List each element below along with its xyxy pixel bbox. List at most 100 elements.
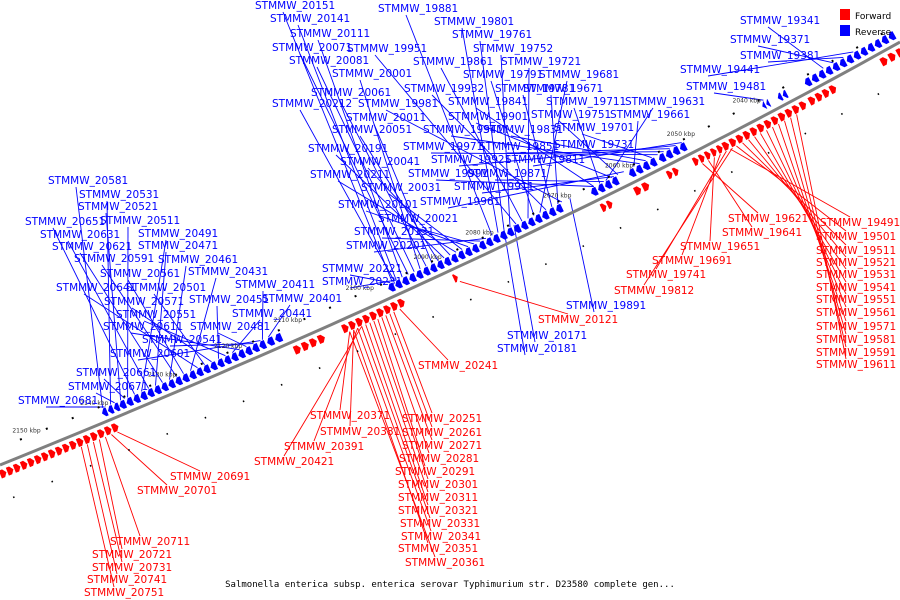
gene-label: STMMW_20311 <box>398 492 478 504</box>
gene-label: STMMW_19812 <box>614 285 694 297</box>
gene-label: STMMW_20571 <box>104 296 184 308</box>
gene-label: STMMW_19481 <box>686 81 766 93</box>
label-leader-line <box>510 135 646 162</box>
forward-gene-arrow <box>103 426 112 436</box>
gene-label: STMMW_19371 <box>730 34 810 46</box>
reverse-gene-arrow <box>643 161 651 171</box>
forward-gene-arrow <box>633 186 642 196</box>
forward-gene-arrow <box>12 463 21 473</box>
gene-label: STMMW_20321 <box>398 505 478 517</box>
forward-gene-arrow <box>355 317 363 327</box>
gene-label: STMMW_19871 <box>467 168 547 180</box>
forward-gene-arrow <box>75 437 84 447</box>
forward-gene-arrow <box>814 92 823 102</box>
label-leader-line <box>95 392 115 404</box>
label-leader-line <box>389 313 433 428</box>
forward-gene-arrow <box>292 345 301 355</box>
reverse-gene-arrow <box>777 92 784 101</box>
gene-label: STMMW_20741 <box>87 574 167 586</box>
label-leader-line <box>373 320 429 480</box>
label-leader-line <box>447 171 624 209</box>
reverse-gene-arrow <box>839 58 848 68</box>
gene-label: STMMW_19831 <box>483 124 563 136</box>
gene-label: STMMW_20601 <box>110 348 190 360</box>
gene-label: STMMW_20461 <box>158 254 238 266</box>
gene-label: STMMW_20271 <box>402 440 482 452</box>
gene-label: STMMW_20441 <box>232 308 312 320</box>
label-leader-line <box>778 123 847 322</box>
reverse-gene-arrow <box>126 396 135 406</box>
gene-label: STMMW_20221 <box>322 263 402 275</box>
gene-label: STMMW_20611 <box>103 321 183 333</box>
forward-gene-arrow <box>691 157 699 166</box>
reverse-gene-arrow <box>636 164 644 174</box>
reverse-gene-arrow <box>853 50 862 60</box>
forward-gene-arrow <box>40 452 49 462</box>
label-leader-line <box>713 92 764 101</box>
scale-tick-label: 2040 kbp <box>733 97 761 104</box>
label-leader-line <box>760 133 847 283</box>
reverse-gene-arrow <box>500 230 508 240</box>
gene-label: STMMW_19581 <box>816 334 896 346</box>
gene-label: STMMW_20291 <box>395 466 475 478</box>
reverse-gene-arrow <box>267 336 276 346</box>
gene-label: STMMW_19761 <box>452 29 532 41</box>
forward-gene-arrow <box>19 460 28 470</box>
reverse-gene-arrow <box>659 153 667 162</box>
gene-label: STMMW_20021 <box>378 213 458 225</box>
label-leader-line <box>475 122 612 179</box>
label-leader-line <box>373 237 487 253</box>
reverse-gene-arrow <box>874 38 883 48</box>
gene-label: STMMW_20431 <box>188 266 268 278</box>
reverse-gene-arrow <box>189 370 198 380</box>
gene-label: STMMW_20191 <box>308 143 388 155</box>
legend-reverse-label: Reverse <box>855 28 892 38</box>
label-leader-line <box>67 240 149 389</box>
gene-label: STMMW_19851 <box>479 141 559 153</box>
gene-label: STMMW_20071 <box>272 42 352 54</box>
label-leader-line <box>569 198 595 313</box>
label-leader-line <box>349 329 355 427</box>
gene-label: STMMW_20511 <box>100 215 180 227</box>
gene-label: STMMW_19671 <box>523 83 603 95</box>
legend-forward-swatch <box>840 9 850 20</box>
forward-gene-arrow <box>709 148 717 157</box>
gene-label: STMMW_20381 <box>320 426 400 438</box>
reverse-gene-arrow <box>612 176 620 186</box>
label-leader-line <box>111 434 168 486</box>
forward-gene-arrow <box>777 112 786 122</box>
gene-label: STMMW_20581 <box>48 175 128 187</box>
gene-label: STMMW_20491 <box>138 228 218 240</box>
scale-tick-label: 2060 kbp <box>605 162 633 169</box>
label-leader-line <box>702 163 759 214</box>
scale-tick-label: 2110 kbp <box>274 317 302 324</box>
forward-gene-arrow <box>26 458 35 468</box>
label-leader-line <box>374 54 517 225</box>
label-leader-line <box>475 107 595 187</box>
gene-label: STMMW_20391 <box>284 441 364 453</box>
gene-label: STMMW_19631 <box>625 96 705 108</box>
gene-label: STMMW_20251 <box>402 413 482 425</box>
reverse-gene-arrow <box>867 42 876 52</box>
label-leader-line <box>730 148 851 218</box>
gene-label: STMMW_19691 <box>652 255 732 267</box>
label-leader-line <box>299 109 395 282</box>
label-leader-line <box>431 94 547 211</box>
forward-gene-arrow <box>96 429 105 439</box>
gene-label: STMMW_19441 <box>680 64 760 76</box>
label-leader-line <box>349 331 436 558</box>
reverse-gene-arrow <box>259 340 268 350</box>
forward-gene-arrow <box>82 435 91 445</box>
scale-tick-label: 2070 kbp <box>543 193 571 200</box>
label-connector-lines <box>46 11 854 588</box>
reverse-gene-arrow <box>168 379 177 389</box>
gene-label: STMMW_19501 <box>816 231 896 243</box>
label-leader-line <box>373 123 433 264</box>
label-leader-line <box>137 340 261 361</box>
reverse-gene-arrow <box>881 35 890 45</box>
gene-label: STMMW_19961 <box>420 196 500 208</box>
reverse-gene-arrow <box>203 364 212 374</box>
gene-label: STMMW_20701 <box>137 485 217 497</box>
reverse-gene-arrow <box>437 260 445 270</box>
reverse-gene-arrow <box>388 282 396 292</box>
